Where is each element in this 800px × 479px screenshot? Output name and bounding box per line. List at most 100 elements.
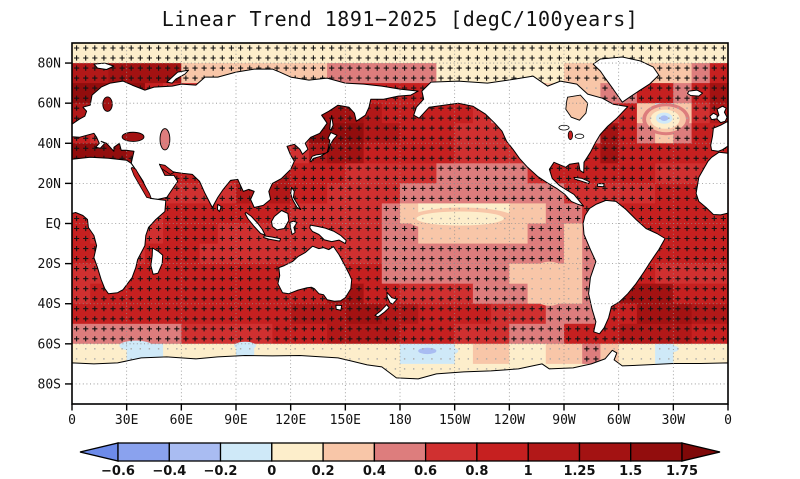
significance-plus-mark: [438, 135, 444, 141]
significance-plus-mark: [265, 296, 271, 302]
significance-plus-mark: [83, 85, 89, 91]
significance-plus-mark: [484, 195, 490, 201]
significance-plus-mark: [392, 185, 398, 191]
trend-cell: [327, 203, 346, 225]
significance-plus-mark: [183, 336, 189, 342]
grid-dot-mark: [495, 227, 497, 230]
significance-plus-mark: [347, 55, 353, 61]
significance-plus-mark: [374, 55, 380, 61]
significance-plus-mark: [684, 185, 690, 191]
significance-plus-mark: [228, 296, 234, 302]
trend-cell: [199, 223, 219, 245]
significance-plus-mark: [648, 55, 654, 61]
trend-cell: [126, 43, 146, 64]
grid-dot-mark: [458, 237, 460, 240]
significance-plus-mark: [502, 175, 508, 181]
significance-plus-mark: [484, 246, 490, 252]
significance-plus-mark: [493, 75, 499, 81]
grid-dot-mark: [103, 348, 105, 350]
significance-plus-mark: [720, 326, 726, 332]
significance-plus-mark: [347, 175, 353, 181]
grid-dot-mark: [659, 127, 661, 129]
significance-plus-mark: [292, 336, 298, 342]
significance-plus-mark: [365, 296, 371, 302]
significance-plus-mark: [210, 266, 216, 272]
significance-plus-mark: [657, 336, 663, 342]
grid-dot-mark: [577, 227, 579, 230]
trend-cell: [72, 343, 91, 365]
significance-plus-mark: [183, 316, 189, 322]
trend-cell: [254, 43, 273, 64]
significance-plus-mark: [256, 45, 262, 51]
landmass-philippines: [290, 186, 302, 210]
significance-plus-mark: [420, 246, 426, 252]
colorbar-segment: [322, 442, 376, 462]
trend-cell: [491, 183, 510, 205]
baltic-sea: [102, 96, 113, 112]
significance-plus-mark: [83, 55, 89, 61]
trend-cell: [709, 283, 729, 305]
significance-plus-mark: [210, 246, 216, 252]
significance-plus-mark: [301, 65, 307, 71]
grid-dot-mark: [558, 348, 561, 350]
trend-cell: [509, 263, 529, 285]
significance-plus-mark: [265, 276, 271, 282]
significance-plus-mark: [292, 55, 298, 61]
significance-plus-mark: [365, 185, 371, 191]
significance-plus-mark: [383, 246, 389, 252]
significance-plus-mark: [638, 296, 644, 302]
significance-plus-mark: [183, 326, 189, 332]
significance-plus-mark: [493, 276, 499, 282]
significance-plus-mark: [292, 205, 298, 212]
significance-plus-mark: [402, 75, 408, 81]
grid-dot-mark: [431, 368, 433, 370]
significance-plus-mark: [438, 276, 444, 282]
significance-plus-mark: [183, 225, 189, 232]
significance-plus-mark: [228, 266, 234, 272]
significance-plus-mark: [92, 65, 98, 71]
significance-plus-mark: [702, 105, 708, 111]
significance-plus-mark: [210, 276, 216, 282]
colorbar-segment: [168, 442, 222, 462]
significance-plus-mark: [274, 195, 280, 201]
significance-plus-mark: [83, 336, 89, 342]
significance-plus-mark: [675, 326, 681, 332]
significance-plus-mark: [684, 256, 690, 262]
significance-plus-mark: [165, 296, 171, 302]
grid-dot-mark: [677, 117, 679, 119]
significance-plus-mark: [620, 125, 626, 131]
significance-plus-mark: [566, 215, 572, 222]
trend-cell: [418, 143, 437, 164]
significance-plus-mark: [438, 316, 444, 322]
grid-dot-mark: [249, 348, 251, 350]
significance-plus-mark: [502, 246, 508, 252]
trend-cell: [345, 323, 365, 345]
trend-cell: [327, 43, 346, 64]
significance-plus-mark: [174, 246, 180, 252]
significance-plus-mark: [238, 306, 244, 312]
significance-plus-mark: [720, 65, 726, 71]
grid-dot-mark: [631, 348, 633, 350]
trend-cell: [454, 163, 474, 184]
grid-dot-mark: [522, 358, 524, 360]
grid-dot-mark: [121, 358, 123, 360]
significance-plus-mark: [128, 306, 134, 312]
lon-tick-label: 90W: [552, 413, 576, 428]
significance-plus-mark: [74, 296, 80, 302]
significance-plus-mark: [201, 286, 207, 292]
significance-plus-mark: [219, 65, 225, 71]
significance-plus-mark: [219, 55, 225, 61]
significance-plus-mark: [502, 165, 508, 171]
significance-plus-mark: [310, 316, 316, 322]
trend-cell: [199, 323, 219, 345]
significance-plus-mark: [411, 235, 417, 242]
grid-dot-mark: [531, 348, 533, 350]
significance-plus-mark: [438, 125, 444, 131]
significance-plus-mark: [648, 195, 654, 201]
trend-cell: [472, 343, 492, 365]
significance-plus-mark: [183, 195, 189, 201]
significance-plus-mark: [602, 336, 608, 342]
significance-plus-mark: [447, 45, 453, 51]
trend-cell: [618, 143, 638, 164]
significance-plus-mark: [447, 65, 453, 71]
